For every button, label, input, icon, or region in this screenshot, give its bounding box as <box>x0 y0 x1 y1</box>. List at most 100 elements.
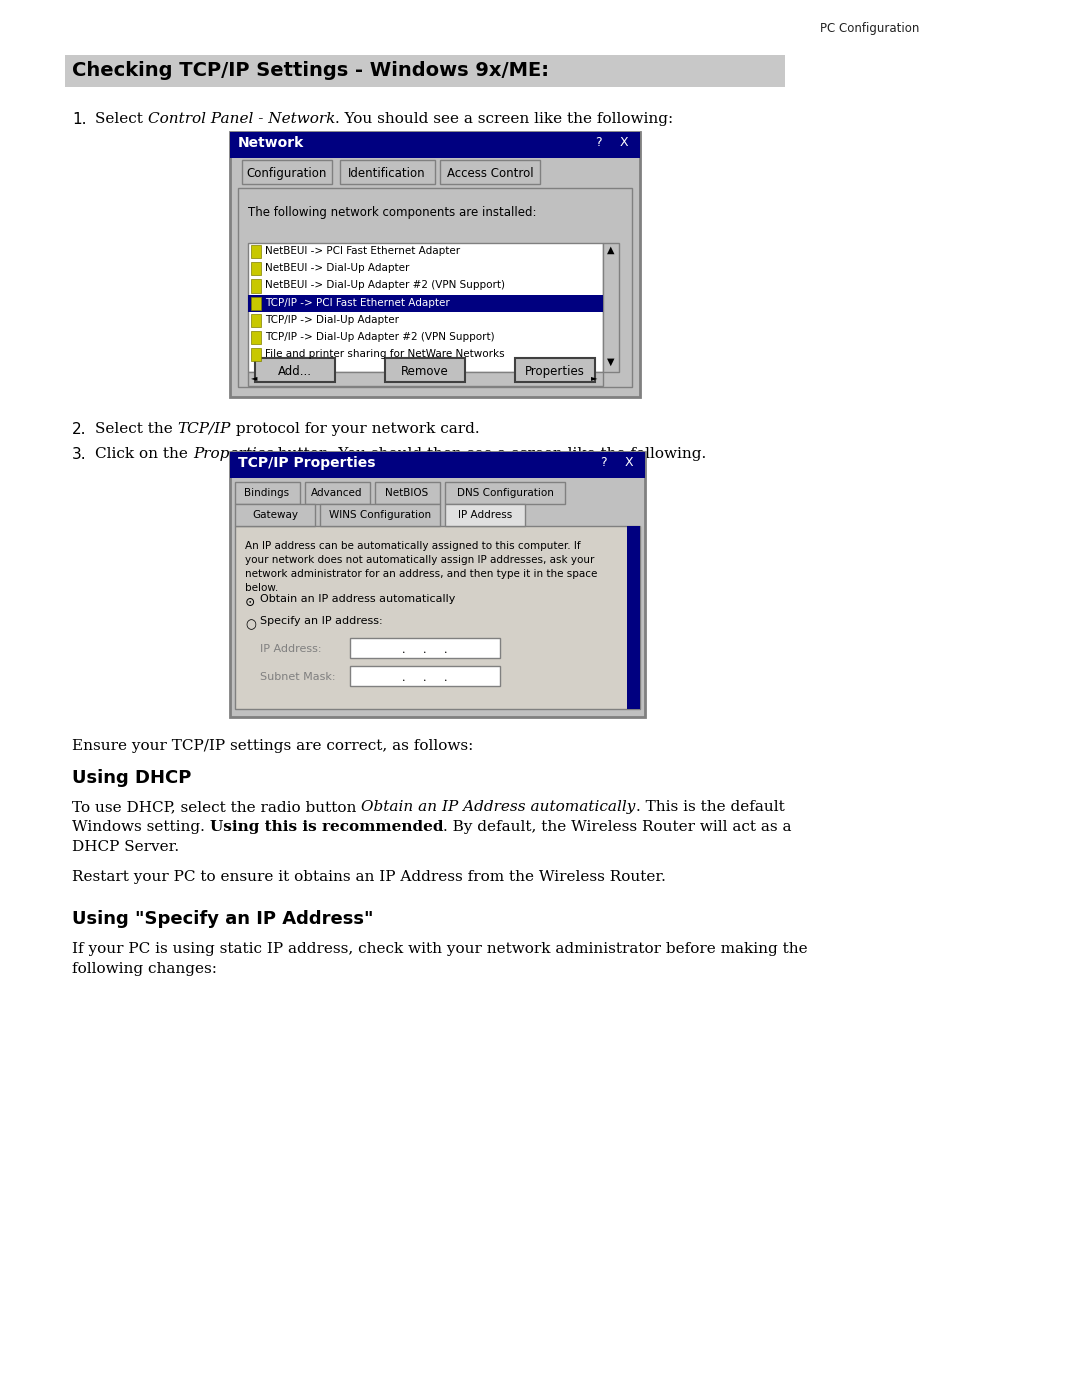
Text: DHCP Server.: DHCP Server. <box>72 840 179 854</box>
Text: NetBEUI -> PCI Fast Ethernet Adapter: NetBEUI -> PCI Fast Ethernet Adapter <box>265 246 460 256</box>
Bar <box>320 504 440 527</box>
Text: NetBIOS: NetBIOS <box>386 488 429 497</box>
Text: . This is the default: . This is the default <box>636 800 784 814</box>
Text: Properties: Properties <box>192 447 273 461</box>
Bar <box>384 358 465 381</box>
Text: Subnet Mask:: Subnet Mask: <box>260 672 336 682</box>
Text: Using DHCP: Using DHCP <box>72 768 191 787</box>
Bar <box>251 263 261 275</box>
Bar <box>627 527 640 710</box>
Bar <box>248 243 603 372</box>
Text: network administrator for an address, and then type it in the space: network administrator for an address, an… <box>245 569 597 578</box>
Text: ○: ○ <box>245 617 256 631</box>
Bar <box>350 666 500 686</box>
Text: following changes:: following changes: <box>72 963 217 977</box>
Text: PC Configuration: PC Configuration <box>820 22 919 35</box>
Bar <box>235 527 640 710</box>
Bar <box>445 482 565 504</box>
Text: Obtain an IP address automatically: Obtain an IP address automatically <box>260 594 456 604</box>
Text: . By default, the Wireless Router will act as a: . By default, the Wireless Router will a… <box>443 820 792 834</box>
Bar <box>251 314 261 327</box>
Bar <box>251 244 261 258</box>
Text: To use DHCP, select the radio button: To use DHCP, select the radio button <box>72 800 361 814</box>
Text: ◄: ◄ <box>251 374 257 381</box>
Text: 3.: 3. <box>72 447 86 462</box>
Bar <box>445 504 525 527</box>
Text: If your PC is using static IP address, check with your network administrator bef: If your PC is using static IP address, c… <box>72 942 808 956</box>
Text: ?: ? <box>600 455 607 469</box>
Text: 1.: 1. <box>72 112 86 127</box>
Text: button. You should then see a screen like the following.: button. You should then see a screen lik… <box>273 447 706 461</box>
Bar <box>235 482 300 504</box>
Bar <box>603 243 619 372</box>
Text: ?: ? <box>595 136 602 149</box>
Text: X: X <box>620 136 629 149</box>
Text: IP Address:: IP Address: <box>260 644 322 654</box>
Text: Gateway: Gateway <box>252 510 298 520</box>
Text: TCP/IP Properties: TCP/IP Properties <box>238 455 376 469</box>
Text: IP Address: IP Address <box>458 510 512 520</box>
Text: below.: below. <box>245 583 279 592</box>
Text: protocol for your network card.: protocol for your network card. <box>231 422 480 436</box>
Bar <box>340 161 435 184</box>
Text: NetBEUI -> Dial-Up Adapter #2 (VPN Support): NetBEUI -> Dial-Up Adapter #2 (VPN Suppo… <box>265 281 505 291</box>
Bar <box>230 131 640 158</box>
Text: Click on the: Click on the <box>95 447 192 461</box>
Text: . You should see a screen like the following:: . You should see a screen like the follo… <box>335 112 673 126</box>
Bar <box>248 372 603 386</box>
Text: Windows setting.: Windows setting. <box>72 820 210 834</box>
Text: ▼: ▼ <box>607 358 615 367</box>
Bar <box>375 482 440 504</box>
Text: 2.: 2. <box>72 422 86 437</box>
Text: Checking TCP/IP Settings - Windows 9x/ME:: Checking TCP/IP Settings - Windows 9x/ME… <box>72 61 549 80</box>
Text: ►: ► <box>591 374 597 381</box>
Text: .     .     .: . . . <box>402 673 448 683</box>
Bar <box>440 161 540 184</box>
Text: TCP/IP -> Dial-Up Adapter #2 (VPN Support): TCP/IP -> Dial-Up Adapter #2 (VPN Suppor… <box>265 332 495 342</box>
Text: Select the: Select the <box>95 422 177 436</box>
Text: Bindings: Bindings <box>244 488 289 497</box>
Bar <box>251 348 261 362</box>
Text: The following network components are installed:: The following network components are ins… <box>248 205 537 219</box>
Text: Obtain an IP Address automatically: Obtain an IP Address automatically <box>361 800 636 814</box>
Bar <box>251 331 261 344</box>
Text: Add...: Add... <box>278 365 312 379</box>
Text: Select: Select <box>95 112 148 126</box>
Text: your network does not automatically assign IP addresses, ask your: your network does not automatically assi… <box>245 555 594 564</box>
Text: Remove: Remove <box>401 365 449 379</box>
Text: Configuration: Configuration <box>247 168 327 180</box>
Bar <box>230 131 640 397</box>
Text: Using this is recommended: Using this is recommended <box>210 820 443 834</box>
Text: TCP/IP -> Dial-Up Adapter: TCP/IP -> Dial-Up Adapter <box>265 314 399 324</box>
Bar <box>242 161 332 184</box>
Text: Ensure your TCP/IP settings are correct, as follows:: Ensure your TCP/IP settings are correct,… <box>72 739 473 753</box>
Bar <box>235 504 315 527</box>
Text: Restart your PC to ensure it obtains an IP Address from the Wireless Router.: Restart your PC to ensure it obtains an … <box>72 870 666 884</box>
Bar <box>251 296 261 310</box>
Text: DNS Configuration: DNS Configuration <box>457 488 553 497</box>
Text: Using "Specify an IP Address": Using "Specify an IP Address" <box>72 909 374 928</box>
Bar <box>350 638 500 658</box>
Text: Access Control: Access Control <box>447 168 534 180</box>
Text: Advanced: Advanced <box>311 488 363 497</box>
Bar <box>305 482 370 504</box>
Bar <box>251 279 261 292</box>
Text: Specify an IP address:: Specify an IP address: <box>260 616 382 626</box>
Bar <box>238 189 632 387</box>
Text: .     .     .: . . . <box>402 645 448 655</box>
Text: File and printer sharing for NetWare Networks: File and printer sharing for NetWare Net… <box>265 349 504 359</box>
Text: X: X <box>625 455 634 469</box>
Bar <box>230 453 645 717</box>
Text: ▲: ▲ <box>607 246 615 256</box>
Text: Properties: Properties <box>525 365 585 379</box>
Text: Identification: Identification <box>348 168 426 180</box>
Text: TCP/IP: TCP/IP <box>177 422 231 436</box>
Text: Control Panel - Network: Control Panel - Network <box>148 112 335 126</box>
Text: An IP address can be automatically assigned to this computer. If: An IP address can be automatically assig… <box>245 541 581 550</box>
Text: ⊙: ⊙ <box>245 597 256 609</box>
Bar <box>255 358 335 381</box>
Bar <box>65 54 785 87</box>
Bar <box>230 453 645 478</box>
Bar <box>515 358 595 381</box>
Bar <box>248 295 603 312</box>
